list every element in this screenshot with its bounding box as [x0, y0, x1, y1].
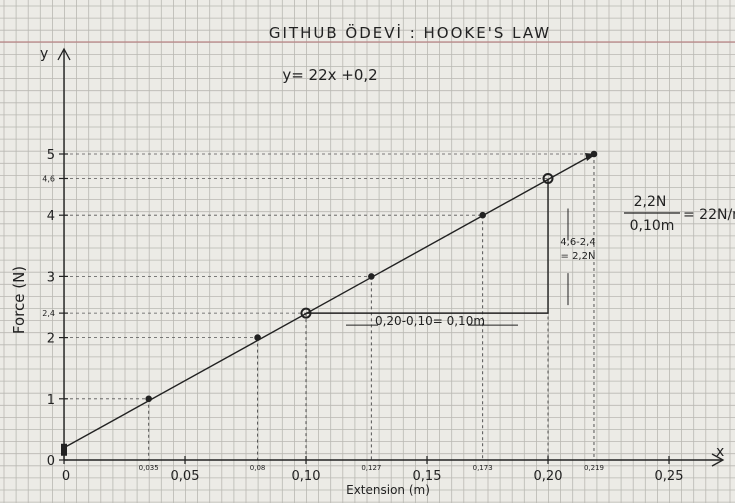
axis-ticks: 0 1 2 2,4 3 4 4,6 5 0 0,05 0,10 0,15 0,20 0,25 0,035 0,… [42, 148, 683, 484]
data-series [61, 150, 598, 456]
data-point [368, 273, 375, 280]
x-axis-label: Extension (m) [346, 483, 430, 497]
slope-denominator: 0,10m [630, 218, 675, 234]
data-point [300, 307, 312, 319]
run-label: 0,20-0,10= 0,10m [375, 314, 485, 328]
y-tick-label: 4 [47, 209, 55, 224]
y-axis-arrow [57, 47, 71, 61]
x-axis-letter: x [716, 444, 724, 460]
data-point [254, 334, 261, 341]
x-tick-label: 0,10 [292, 469, 321, 484]
x-tick-label: 0,05 [171, 469, 200, 484]
rise-label-top: 4,6-2,4 [560, 237, 595, 248]
x-tick-label: 0,25 [655, 469, 684, 484]
data-point [542, 172, 554, 184]
slope-triangle-legs [306, 178, 549, 314]
y-tick-label: 0 [47, 454, 55, 469]
data-point [479, 211, 486, 219]
x-tick-label: 0 [62, 469, 70, 484]
x-tick-label: 0,15 [413, 469, 442, 484]
equation-label: y= 22x +0,2 [282, 66, 377, 84]
slope-result: = 22N/m [683, 207, 735, 223]
x-point-label: 0,219 [584, 464, 604, 472]
y-tick-label: 2,4 [42, 309, 55, 318]
x-point-label: 0,173 [473, 464, 493, 472]
series-line [63, 153, 595, 449]
y-tick-label: 2 [47, 332, 55, 347]
y-tick-label: 1 [47, 393, 55, 408]
slope-triangle [306, 178, 569, 326]
chart-title: GITHUB ÖDEVİ : HOOKE'S LAW [269, 23, 551, 42]
slope-numerator: 2,2N [634, 194, 667, 210]
guide-lines [64, 153, 595, 460]
x-point-label: 0,127 [361, 464, 381, 472]
y-tick-label: 3 [47, 270, 55, 285]
rise-label-bottom: = 2,2N [561, 251, 596, 262]
data-point [145, 395, 152, 403]
x-point-label: 0,035 [139, 464, 159, 472]
y-tick-label: 4,6 [42, 174, 55, 183]
x-point-label: 0,08 [250, 464, 266, 472]
x-tick-label: 0,20 [534, 469, 563, 484]
x-axis-arrow [711, 453, 725, 467]
y-axis-label: Force (N) [10, 266, 28, 334]
data-point [590, 150, 598, 158]
y-tick-label: 5 [47, 148, 55, 163]
y-axis-letter: y [40, 46, 48, 62]
origin-marker [61, 443, 67, 456]
